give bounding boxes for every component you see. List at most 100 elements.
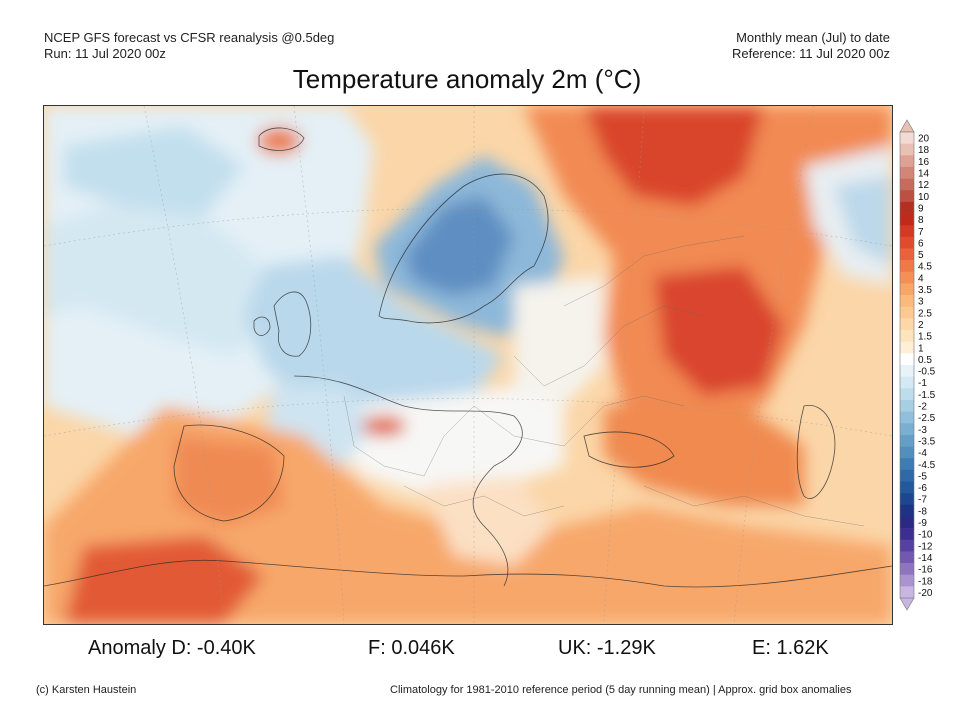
- colorbar-label: 9: [918, 203, 924, 214]
- colorbar-swatch: [900, 365, 914, 377]
- colorbar-label: -10: [918, 530, 933, 541]
- colorbar-label: -4.5: [918, 460, 936, 471]
- anomaly-uk: UK: -1.29K: [558, 637, 656, 659]
- colorbar-label: -2.5: [918, 413, 936, 424]
- colorbar-swatch: [900, 225, 914, 238]
- border-line-6: [643, 485, 865, 527]
- alps-hot-spot: [362, 416, 406, 436]
- colorbar-swatch: [900, 469, 914, 482]
- colorbar-swatch: [900, 318, 914, 331]
- graticule: [44, 106, 892, 624]
- colorbar-swatch: [900, 563, 914, 575]
- colorbar-swatch: [900, 166, 914, 179]
- colorbar-swatch: [900, 586, 914, 599]
- colorbar-swatch: [900, 504, 914, 517]
- scandinavia-core-cold: [404, 196, 514, 296]
- colorbar-swatch: [900, 341, 914, 354]
- colorbar-label: 16: [918, 157, 930, 168]
- colorbar-label: 5: [918, 250, 924, 261]
- colorbar-label: 8: [918, 215, 924, 226]
- baltic-neutral-region: [514, 276, 604, 406]
- anomaly-map: [43, 105, 893, 625]
- colorbar-swatch: [900, 283, 914, 296]
- colorbar-label: 18: [918, 145, 930, 156]
- colorbar-swatch: [900, 248, 914, 261]
- colorbar-label: -1: [918, 378, 927, 389]
- colorbar-label: -2: [918, 402, 927, 413]
- colorbar-label: 12: [918, 180, 930, 191]
- parallel-2: [44, 398, 892, 437]
- iberia-warm-region: [174, 436, 284, 526]
- colorbar-swatch: [900, 516, 914, 529]
- meridian-4: [603, 106, 645, 624]
- colorbar-swatch: [900, 236, 914, 249]
- border-line-3: [513, 305, 705, 387]
- run-time: Run: 11 Jul 2020 00z: [44, 46, 166, 61]
- colorbar-label: 10: [918, 192, 930, 203]
- colorbar-label: -0.5: [918, 367, 936, 378]
- north-africa-coast: [44, 559, 892, 588]
- colorbar-label: 0.5: [918, 355, 932, 366]
- colorbar-label: -20: [918, 588, 933, 599]
- colorbar-swatch: [900, 260, 914, 273]
- colorbar-label: 2: [918, 320, 924, 331]
- header-right: Monthly mean (Jul) to date Reference: 11…: [732, 30, 890, 62]
- scandinavia-outline: [378, 173, 549, 324]
- colorbar-swatch: [900, 539, 914, 552]
- colorbar-label: 14: [918, 169, 930, 180]
- colorbar-label: -3.5: [918, 436, 936, 447]
- colorbar-label: 7: [918, 227, 924, 238]
- colorbar-legend: 201816141210987654.543.532.521.510.5-0.5…: [899, 119, 936, 611]
- colorbar-swatch: [900, 295, 914, 308]
- colorbar-label: -18: [918, 576, 933, 587]
- colorbar-swatch: [900, 306, 914, 319]
- coastlines: [44, 127, 892, 588]
- iberia-outline: [173, 424, 285, 522]
- colorbar-swatch: [900, 493, 914, 506]
- colorbar-label: 20: [918, 134, 930, 145]
- colorbar-swatch: [900, 388, 914, 401]
- colorbar-label: -6: [918, 483, 927, 494]
- ireland-outline: [253, 316, 271, 336]
- northwest-europe-cool-region: [244, 256, 504, 426]
- colorbar-swatch: [900, 446, 914, 459]
- border-line-2: [473, 395, 685, 447]
- colorbar-label: 1: [918, 343, 924, 354]
- colorbar-label: -1.5: [918, 390, 936, 401]
- colorbar-swatch: [900, 481, 914, 494]
- colorbar-label: -4: [918, 448, 927, 459]
- colorbar-label: -12: [918, 541, 933, 552]
- caspian-sea-outline: [796, 405, 836, 499]
- colorbar-swatch: [900, 155, 914, 168]
- colorbar-swatch: [900, 132, 914, 144]
- border-line-4: [563, 235, 745, 307]
- anomaly-field: [44, 106, 892, 624]
- colorbar-swatch: [900, 458, 914, 471]
- colorbar-swatch: [900, 423, 914, 436]
- anomaly-map-graphic: [44, 106, 892, 624]
- north-africa-hot-core: [64, 536, 264, 624]
- colorbar-swatch: [900, 574, 914, 587]
- colorbar-swatch: [900, 551, 914, 564]
- header-left: NCEP GFS forecast vs CFSR reanalysis @0.…: [44, 30, 334, 62]
- anomaly-germany: Anomaly D: -0.40K: [88, 637, 256, 659]
- west-siberia-cool-region: [834, 176, 892, 266]
- colorbar-label: -8: [918, 506, 927, 517]
- caucasus-warm-region: [604, 406, 804, 506]
- continental-coast: [293, 375, 523, 587]
- model-description: NCEP GFS forecast vs CFSR reanalysis @0.…: [44, 30, 335, 45]
- colorbar-label: 2.5: [918, 308, 932, 319]
- central-europe-neutral-region: [334, 386, 564, 496]
- period-description: Monthly mean (Jul) to date: [736, 30, 890, 45]
- colorbar-swatch: [900, 434, 914, 447]
- anomaly-europe: E: 1.62K: [752, 637, 829, 659]
- border-line-1: [343, 395, 475, 477]
- colorbar-label: -7: [918, 495, 927, 506]
- country-borders: [343, 235, 865, 527]
- colorbar-swatch: [900, 330, 914, 342]
- reference-time: Reference: 11 Jul 2020 00z: [731, 46, 890, 61]
- colorbar-top-arrow: [899, 119, 915, 133]
- colorbar-label: -14: [918, 553, 933, 564]
- colorbar-label: 3.5: [918, 285, 932, 296]
- colorbar-label: 4: [918, 273, 924, 284]
